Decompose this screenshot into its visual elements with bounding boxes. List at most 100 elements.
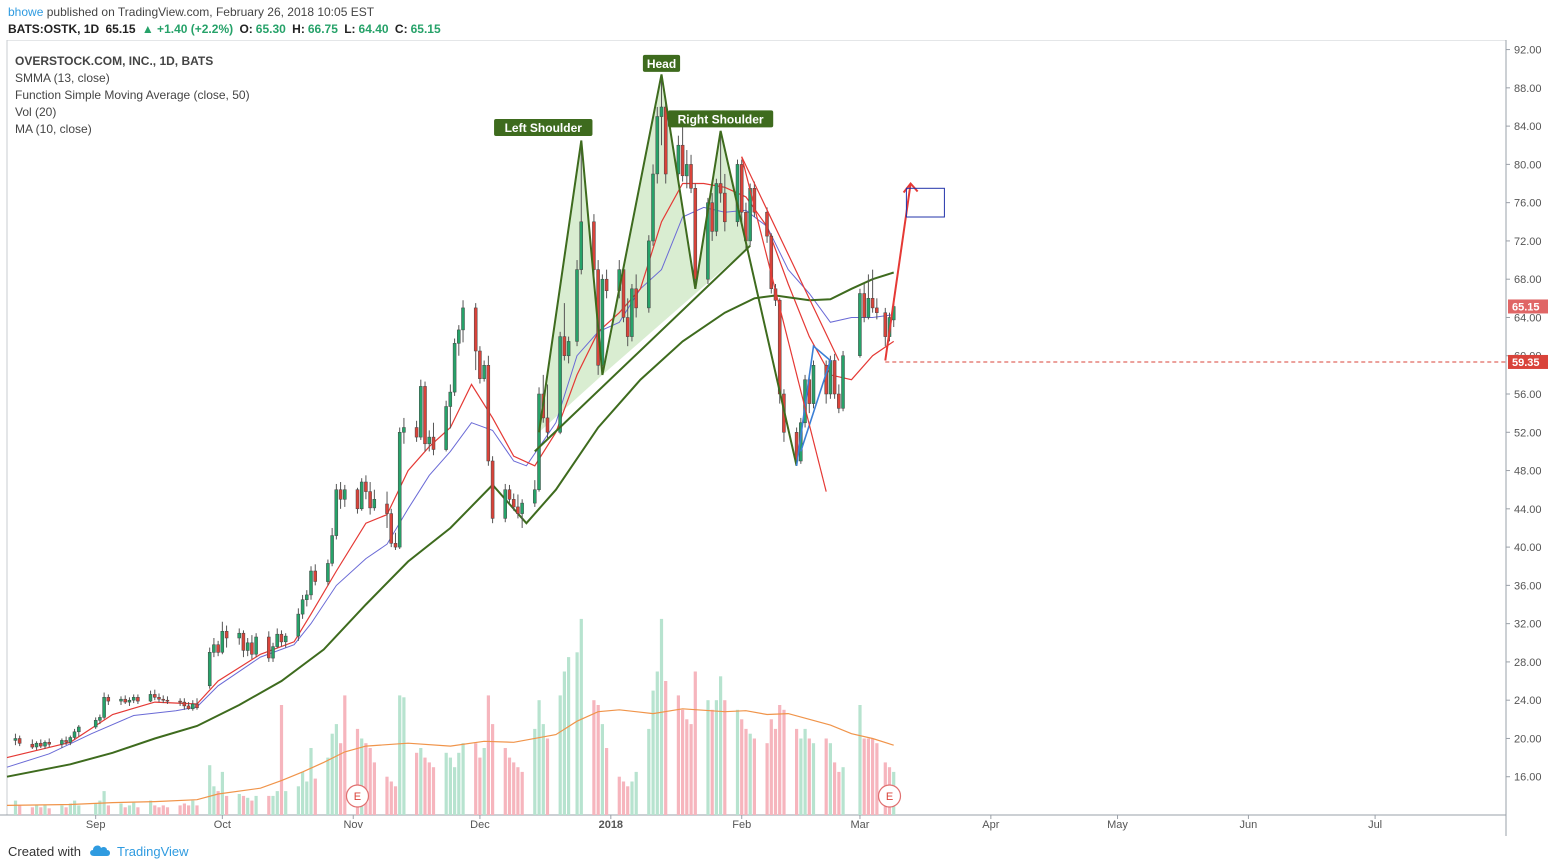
volume-bar: [824, 738, 828, 815]
candle: [811, 360, 816, 409]
candle-body: [334, 489, 339, 536]
candle: [393, 532, 398, 550]
volume-bar: [73, 800, 77, 815]
candle: [60, 738, 64, 749]
candle-body: [689, 164, 693, 189]
candle-body: [710, 202, 714, 232]
volume-bar: [803, 728, 807, 815]
candle-body: [77, 726, 81, 733]
candle-body: [279, 633, 284, 643]
volume-bar: [651, 690, 655, 815]
candle: [43, 740, 47, 749]
candle-body: [127, 699, 132, 703]
legend-title[interactable]: OVERSTOCK.COM, INC., 1D, BATS: [15, 54, 214, 68]
candle-body: [486, 365, 491, 462]
red-trend-line: [741, 156, 827, 492]
candle-body: [271, 646, 275, 659]
earnings-marker-label: E: [886, 791, 893, 803]
candle-body: [359, 481, 364, 510]
candle: [533, 480, 537, 507]
tradingview-link[interactable]: TradingView: [117, 844, 189, 859]
candle: [558, 331, 562, 435]
tradingview-cloud-icon[interactable]: [88, 842, 112, 858]
volume-bar: [659, 618, 664, 815]
open-value: 65.30: [255, 22, 286, 36]
legend-ma10[interactable]: MA (10, close): [15, 122, 92, 136]
candle-body: [397, 432, 402, 548]
volume-bar: [68, 803, 72, 815]
level-price-tag: 59.35: [1512, 357, 1540, 369]
legend-smma[interactable]: SMMA (13, close): [15, 71, 110, 85]
candle: [875, 298, 879, 320]
candle-body: [537, 393, 541, 490]
candle: [604, 269, 609, 299]
volume-bar: [423, 757, 427, 815]
x-tick-label: Jul: [1368, 819, 1382, 831]
volume-bars: [13, 618, 896, 815]
candle-body: [300, 599, 305, 615]
candle-body: [17, 738, 22, 744]
candle-body: [34, 742, 39, 748]
volume-bar: [630, 781, 634, 815]
candle: [832, 353, 837, 399]
legend-sma50[interactable]: Function Simple Moving Average (close, 5…: [15, 88, 250, 102]
volume-bar: [676, 695, 680, 815]
volume-bar: [398, 695, 402, 815]
volume-bar: [748, 733, 752, 815]
volume-bar: [127, 805, 132, 815]
volume-bar: [305, 781, 309, 815]
candle: [39, 739, 43, 749]
volume-bar: [858, 705, 862, 815]
volume-bar: [765, 743, 769, 815]
candle: [685, 150, 689, 189]
candle-body: [326, 563, 330, 582]
volume-bar: [744, 728, 748, 815]
volume-bar: [237, 794, 241, 815]
author-link[interactable]: bhowe: [8, 5, 44, 19]
red-trend-line: [741, 156, 840, 361]
candles: [13, 78, 896, 750]
volume-bar: [402, 697, 406, 815]
candle: [659, 78, 664, 146]
level-price-tag-bg: [1508, 354, 1548, 369]
pattern-label: Right Shoulder: [678, 112, 764, 126]
candle-body: [777, 299, 782, 395]
pattern-label-box: [668, 110, 774, 128]
x-tick-label: Apr: [982, 819, 999, 831]
candle-body: [355, 489, 360, 510]
volume-bar: [330, 733, 334, 815]
candle: [241, 630, 246, 658]
candle-body: [604, 278, 609, 291]
low-value: 64.40: [358, 22, 389, 36]
volume-bar: [246, 797, 250, 815]
candle: [372, 489, 377, 511]
volume-bar: [444, 752, 448, 815]
candle-body: [832, 360, 837, 395]
volume-bar: [592, 700, 596, 815]
candle: [305, 590, 309, 607]
volume-bar: [828, 743, 832, 815]
candle-body: [659, 106, 664, 117]
legend-volume[interactable]: Vol (20): [15, 105, 57, 119]
candle-body: [575, 269, 579, 342]
candle: [427, 430, 431, 452]
candle: [870, 269, 875, 313]
volume-bar: [343, 695, 347, 815]
candle-body: [837, 393, 841, 409]
volume-bar: [195, 805, 199, 815]
volume-bar: [520, 771, 524, 815]
volume-bar: [415, 752, 419, 815]
candle-body: [372, 499, 377, 509]
volume-bar: [149, 800, 153, 815]
candle-body: [735, 164, 740, 223]
volume-bar: [503, 748, 507, 815]
candle-body: [473, 307, 478, 352]
volume-bar: [617, 776, 621, 815]
price-chart[interactable]: Left Shoulder Head Right Shoulder E E 92.00 88…: [0, 40, 1552, 836]
candle: [575, 260, 579, 347]
candle: [718, 135, 723, 203]
volume-bar: [18, 805, 22, 815]
ohlc-line: BATS:OSTK, 1D 65.15 ▲ +1.40 (+2.2%) O: 65…: [8, 22, 444, 36]
candle-body: [148, 694, 153, 702]
candle-body: [482, 365, 486, 379]
